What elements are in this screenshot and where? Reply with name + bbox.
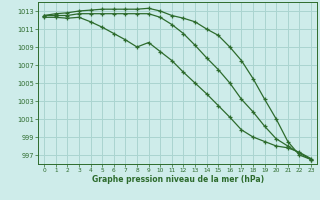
X-axis label: Graphe pression niveau de la mer (hPa): Graphe pression niveau de la mer (hPa)	[92, 175, 264, 184]
